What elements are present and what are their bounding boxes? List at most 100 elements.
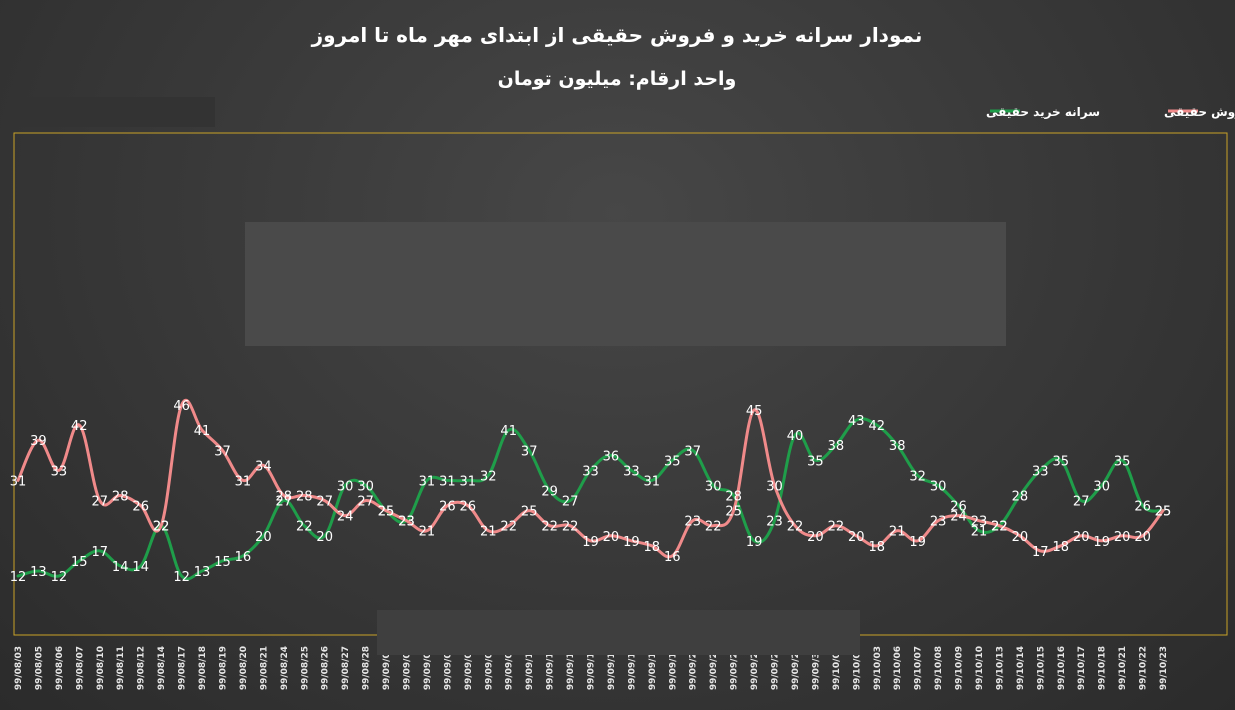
data-label-sell: 22 (828, 520, 845, 535)
data-label-buy: 43 (848, 414, 865, 429)
data-label-buy: 29 (541, 485, 558, 500)
x-tick-label: 99/10/15 (1036, 646, 1046, 690)
series-line-buy (16, 417, 1165, 581)
data-label-sell: 21 (889, 525, 906, 540)
data-label-sell: 23 (971, 515, 988, 530)
x-tick-label: 99/10/09 (955, 646, 965, 690)
x-tick-label: 99/09/22 (689, 646, 699, 690)
data-label-buy: 14 (132, 560, 149, 575)
data-label-sell: 37 (214, 444, 231, 459)
x-tick-label: 99/08/19 (219, 646, 229, 690)
data-label-sell: 22 (562, 520, 579, 535)
data-label-sell: 20 (603, 530, 620, 545)
data-label-sell: 41 (194, 424, 211, 439)
x-tick-label: 99/09/19 (668, 646, 678, 690)
x-tick-label: 99/09/17 (627, 646, 637, 690)
x-tick-label: 99/10/07 (914, 646, 924, 690)
data-label-sell: 27 (357, 495, 374, 510)
x-tick-label: 99/10/06 (893, 646, 903, 690)
data-label-buy: 22 (153, 520, 170, 535)
redaction-box-top-left (10, 97, 215, 127)
data-label-sell: 31 (235, 474, 252, 489)
x-tick-label: 99/09/12 (566, 646, 576, 690)
x-tick-label: 99/09/11 (546, 646, 556, 690)
data-label-buy: 13 (194, 565, 211, 580)
data-label-sell: 22 (500, 520, 517, 535)
data-label-sell: 27 (316, 495, 333, 510)
data-label-sell: 21 (419, 525, 436, 540)
x-tick-label: 99/10/21 (1118, 646, 1128, 690)
data-label-sell: 28 (296, 490, 313, 505)
data-label-sell: 19 (1093, 535, 1110, 550)
legend: سرانه فروش حقیقی سرانه خرید حقیقی (986, 105, 1235, 120)
x-tick-label: 99/09/10 (525, 646, 535, 690)
x-tick-label: 99/08/11 (116, 646, 126, 690)
data-label-buy: 13 (30, 565, 47, 580)
data-label-buy: 27 (1073, 495, 1090, 510)
x-tick-label: 99/09/09 (505, 646, 515, 690)
x-tick-label: 99/10/02 (852, 646, 862, 690)
x-tick-label: 99/08/10 (96, 646, 106, 690)
x-tick-label: 99/10/18 (1098, 646, 1108, 690)
x-tick-label: 99/09/03 (423, 646, 433, 690)
data-label-sell: 22 (991, 520, 1008, 535)
data-label-buy: 25 (1155, 505, 1172, 520)
data-label-buy: 19 (746, 535, 763, 550)
data-label-buy: 26 (950, 500, 967, 515)
data-label-buy: 33 (623, 464, 640, 479)
x-tick-label: 99/09/30 (811, 646, 821, 690)
data-label-sell: 16 (664, 550, 681, 565)
data-label-buy: 15 (71, 555, 88, 570)
x-tick-label: 99/10/14 (1016, 646, 1026, 690)
data-label-sell: 28 (276, 490, 293, 505)
data-label-buy: 12 (173, 570, 190, 585)
x-tick-label: 99/08/06 (55, 646, 65, 690)
data-label-sell: 24 (950, 510, 967, 525)
x-tick-label: 99/09/02 (403, 646, 413, 690)
data-label-sell: 23 (684, 515, 701, 530)
data-label-buy: 12 (51, 570, 68, 585)
data-label-buy: 32 (909, 469, 926, 484)
data-label-buy: 26 (1134, 500, 1151, 515)
x-tick-label: 99/08/21 (259, 646, 269, 690)
data-label-buy: 16 (235, 550, 252, 565)
redaction-box-center (245, 222, 1006, 346)
data-label-buy: 33 (1032, 464, 1049, 479)
data-label-buy: 25 (378, 505, 395, 520)
data-label-sell: 19 (623, 535, 640, 550)
data-label-buy: 30 (337, 480, 354, 495)
x-tick-label: 99/09/08 (484, 646, 494, 690)
data-label-sell: 20 (1012, 530, 1029, 545)
data-label-sell: 18 (644, 540, 661, 555)
data-label-sell: 25 (725, 505, 742, 520)
data-label-sell: 17 (1032, 545, 1049, 560)
data-label-buy: 32 (480, 469, 497, 484)
x-tick-label: 99/08/24 (280, 646, 290, 690)
x-tick-label: 99/09/18 (648, 646, 658, 690)
data-label-sell: 27 (92, 495, 109, 510)
data-label-sell: 34 (255, 459, 272, 474)
data-label-buy: 35 (664, 454, 681, 469)
data-label-buy: 37 (521, 444, 538, 459)
x-tick-label: 99/08/14 (157, 646, 167, 690)
data-label-sell: 20 (807, 530, 824, 545)
data-label-buy: 27 (276, 495, 293, 510)
data-label-buy: 23 (398, 515, 415, 530)
x-tick-label: 99/08/25 (300, 646, 310, 690)
data-label-buy: 28 (725, 490, 742, 505)
data-label-sell: 42 (71, 419, 88, 434)
data-label-sell: 25 (521, 505, 538, 520)
data-label-sell: 39 (30, 434, 47, 449)
x-tick-label: 99/10/16 (1057, 646, 1067, 690)
data-label-sell: 23 (930, 515, 947, 530)
chart-subtitle: واحد ارقام: میلیون تومان (498, 68, 737, 90)
data-label-buy: 42 (869, 419, 886, 434)
data-label-buy: 22 (991, 520, 1008, 535)
data-label-sell: 46 (173, 399, 190, 414)
x-tick-label: 99/10/23 (1159, 646, 1169, 690)
data-label-buy: 31 (460, 474, 477, 489)
legend-label-buy: سرانه خرید حقیقی (986, 105, 1100, 119)
x-tick-label: 99/08/05 (34, 646, 44, 690)
x-tick-label: 99/08/07 (75, 646, 85, 690)
data-label-buy: 30 (357, 480, 374, 495)
